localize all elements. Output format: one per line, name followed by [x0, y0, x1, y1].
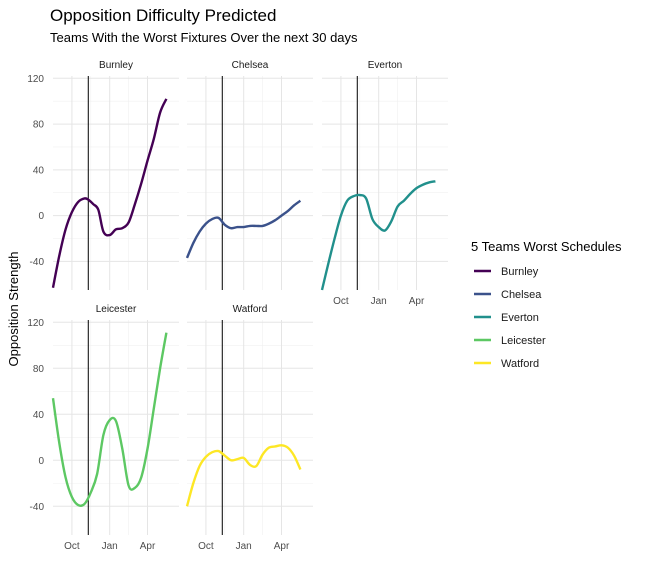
legend-item-leicester: Leicester — [474, 335, 546, 347]
x-tick-label: Jan — [371, 296, 387, 307]
x-tick-label: Apr — [274, 541, 290, 552]
x-tick-label: Oct — [64, 541, 80, 552]
facet-title-watford: Watford — [233, 304, 268, 315]
y-tick-label: 40 — [33, 165, 45, 176]
facet-chelsea: Chelsea — [185, 60, 313, 290]
facet-title-everton: Everton — [368, 60, 402, 71]
series-line-everton — [320, 180, 436, 291]
legend-title: 5 Teams Worst Schedules — [471, 239, 622, 254]
x-tick-label: Apr — [409, 296, 425, 307]
legend-item-chelsea: Chelsea — [474, 289, 542, 301]
legend: 5 Teams Worst Schedules Burnley Chelsea Ev… — [471, 239, 622, 370]
series-line-chelsea — [185, 199, 302, 259]
facet-title-chelsea: Chelsea — [232, 60, 269, 71]
chart-title: Opposition Difficulty Predicted — [50, 6, 276, 25]
y-tick-label: 0 — [38, 456, 44, 467]
legend-item-burnley: Burnley — [474, 266, 539, 278]
facet-panels: Burnley -40 0 40 80 120 Chelsea Everton Oct Jan Ap… — [27, 60, 448, 552]
x-tick-label: Apr — [140, 541, 156, 552]
legend-label-watford: Watford — [501, 358, 539, 370]
series-line-burnley — [51, 98, 168, 288]
series-line-watford — [185, 444, 302, 507]
y-tick-label: 80 — [33, 364, 45, 375]
y-tick-label: 0 — [38, 211, 44, 222]
y-tick-label: 120 — [27, 74, 44, 85]
facet-burnley: Burnley -40 0 40 80 120 — [27, 60, 179, 290]
y-tick-label: 80 — [33, 120, 45, 131]
y-tick-label: 120 — [27, 318, 44, 329]
x-tick-label: Oct — [198, 541, 214, 552]
y-axis-label: Opposition Strength — [6, 252, 21, 367]
facet-title-leicester: Leicester — [96, 304, 137, 315]
x-tick-label: Oct — [333, 296, 349, 307]
y-tick-label: -40 — [30, 257, 45, 268]
y-tick-label: 40 — [33, 410, 45, 421]
legend-label-leicester: Leicester — [501, 335, 546, 347]
legend-label-burnley: Burnley — [501, 266, 539, 278]
facet-watford: Watford Oct Jan Apr — [185, 304, 313, 552]
chart-subtitle: Teams With the Worst Fixtures Over the n… — [50, 30, 358, 45]
legend-item-everton: Everton — [474, 312, 539, 324]
y-tick-label: -40 — [30, 502, 45, 513]
legend-item-watford: Watford — [474, 358, 539, 370]
x-tick-label: Jan — [102, 541, 118, 552]
facet-leicester: Leicester -40 0 40 80 120 Oct Jan Apr — [27, 304, 179, 552]
facet-everton: Everton Oct Jan Apr — [320, 60, 448, 307]
x-tick-label: Jan — [236, 541, 252, 552]
facet-title-burnley: Burnley — [99, 60, 133, 71]
legend-label-everton: Everton — [501, 312, 539, 324]
legend-label-chelsea: Chelsea — [501, 289, 542, 301]
series-line-leicester — [51, 332, 168, 508]
